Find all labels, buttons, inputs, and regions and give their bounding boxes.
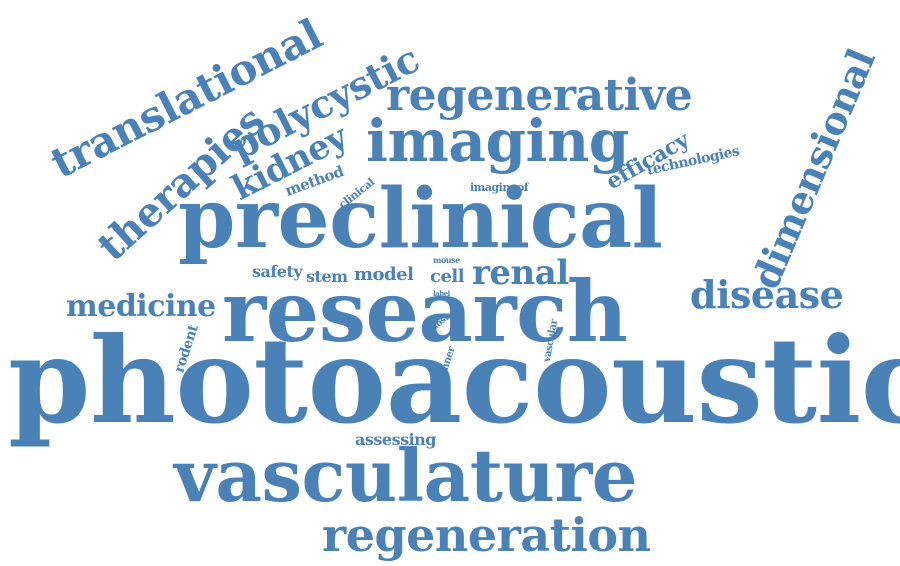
word-regeneration: regeneration — [322, 508, 651, 562]
word-assessing: assessing — [355, 430, 436, 449]
word-cell: cell — [430, 266, 465, 287]
word-model: model — [354, 264, 414, 285]
word-mouse: mouse — [433, 255, 460, 265]
word-regenerative: regenerative — [386, 70, 693, 121]
word-disease: disease — [690, 272, 844, 317]
word-research: research — [222, 262, 628, 361]
word-stem: stem — [306, 267, 348, 286]
word-imaging: imaging — [366, 107, 629, 175]
word-safety: safety — [252, 262, 303, 281]
word-vasculature: vasculature — [174, 433, 638, 518]
word-label: label — [433, 289, 450, 298]
word-preclinical: preclinical — [178, 171, 663, 267]
word-photoacoustic: photoacoustic — [8, 311, 900, 450]
word-imagingof: imagingof — [470, 181, 529, 194]
word-dimensional: dimensional — [742, 42, 884, 296]
word-renal: renal — [472, 253, 569, 293]
word-medicine: medicine — [66, 289, 216, 324]
